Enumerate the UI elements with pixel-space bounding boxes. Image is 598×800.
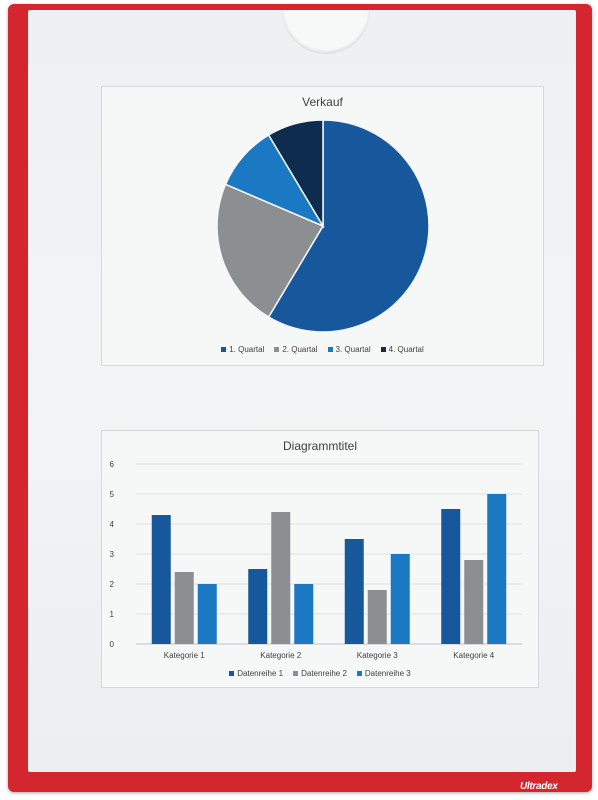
y-tick-label: 1 — [110, 610, 115, 619]
x-category-label: Kategorie 4 — [453, 651, 494, 660]
legend-swatch — [327, 347, 333, 352]
legend-label: 2. Quartal — [282, 345, 318, 354]
bar-2-3 — [294, 584, 314, 644]
x-category-label: Kategorie 2 — [260, 651, 301, 660]
bar-3-3 — [390, 554, 410, 644]
bar-chart-card: Diagrammtitel 0 1 2 3 4 5 6 Kategorie 1 Kategori… — [101, 430, 539, 688]
y-tick-label: 6 — [110, 460, 115, 469]
thumb-cutout — [282, 10, 370, 54]
legend-label: Datenreihe 2 — [301, 669, 347, 678]
bar-legend-item: Datenreihe 2 — [293, 669, 347, 678]
red-display-frame: Verkauf 1. Quartal 2. Quartal 3. Quartal 4.… — [8, 4, 592, 792]
bar-3-2 — [367, 590, 387, 644]
bar-2-2 — [271, 512, 291, 644]
y-tick-label: 4 — [110, 520, 115, 529]
x-category-label: Kategorie 3 — [357, 651, 398, 660]
legend-label: Datenreihe 3 — [364, 669, 411, 678]
y-tick-label: 0 — [110, 640, 115, 649]
legend-swatch — [293, 671, 299, 676]
legend-swatch — [221, 347, 227, 352]
legend-swatch — [229, 671, 235, 676]
pie-legend: 1. Quartal 2. Quartal 3. Quartal 4. Quartal — [102, 345, 543, 354]
legend-swatch — [274, 347, 280, 352]
pie-legend-item: 3. Quartal — [327, 345, 371, 354]
pie-chart-card: Verkauf 1. Quartal 2. Quartal 3. Quartal 4.… — [101, 86, 544, 366]
y-tick-label: 3 — [110, 550, 115, 559]
bar-4-3 — [487, 494, 507, 644]
pie-legend-item: 2. Quartal — [274, 345, 318, 354]
legend-label: 1. Quartal — [229, 345, 265, 354]
pie-slice-4 — [267, 119, 324, 229]
pie-chart-title: Verkauf — [302, 95, 343, 109]
bar-4-2 — [464, 560, 484, 644]
pie-chart — [216, 119, 430, 333]
y-tick-label: 5 — [110, 490, 115, 499]
bar-legend-item: Datenreihe 1 — [229, 669, 283, 678]
bar-1-3 — [197, 584, 217, 644]
legend-label: Datenreihe 1 — [237, 669, 284, 678]
pie-legend-item: 4. Quartal — [380, 345, 424, 354]
y-tick-label: 2 — [110, 580, 115, 589]
bar-1-1 — [151, 515, 171, 644]
legend-swatch — [380, 347, 386, 352]
x-category-label: Kategorie 1 — [164, 651, 205, 660]
bar-4-1 — [441, 509, 461, 644]
bar-legend-item: Datenreihe 3 — [356, 669, 411, 678]
bar-2-1 — [248, 569, 268, 644]
bar-3-1 — [344, 539, 364, 644]
pie-slice-1 — [267, 119, 430, 333]
brand-logo: Ultradex — [520, 781, 558, 792]
bar-1-2 — [174, 572, 194, 644]
legend-label: 3. Quartal — [335, 345, 371, 354]
bar-chart-title: Diagrammtitel — [282, 439, 357, 453]
legend-swatch — [356, 671, 362, 676]
pie-legend-item: 1. Quartal — [221, 345, 264, 354]
bar-legend: Datenreihe 1 Datenreihe 2 Datenreihe 3 — [102, 669, 538, 678]
legend-label: 4. Quartal — [388, 345, 424, 354]
pie-slice-2 — [216, 183, 325, 319]
document-sheet: Verkauf 1. Quartal 2. Quartal 3. Quartal 4.… — [28, 10, 576, 772]
bar-chart: 0 1 2 3 4 5 6 Kategorie 1 Kategorie 2 Kategorie 3… — [110, 460, 522, 660]
